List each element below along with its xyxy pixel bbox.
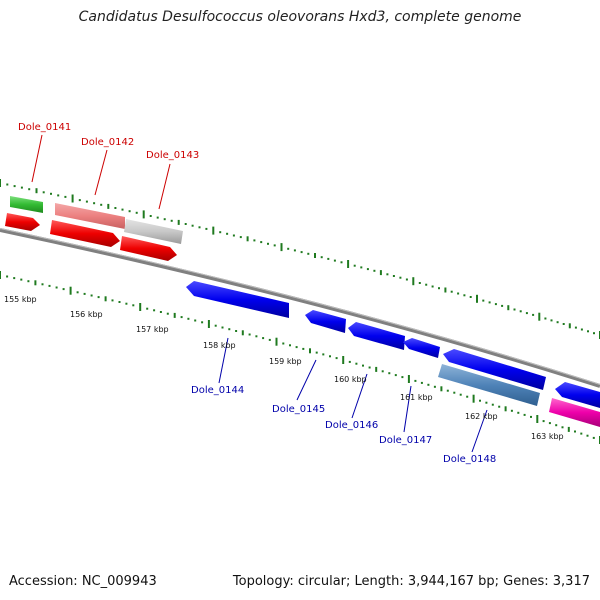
gene-label-dole-0146[interactable]: Dole_0146: [325, 420, 378, 431]
gene-label-dole-0148[interactable]: Dole_0148: [443, 454, 496, 465]
gene-arrow-lower-blue-6[interactable]: [555, 382, 600, 408]
gene-arrow-dole-0142[interactable]: [55, 203, 125, 229]
gene-arrow-dole-0143[interactable]: [124, 219, 183, 244]
genome-title: Candidatus Desulfococcus oleovorans Hxd3…: [78, 9, 522, 25]
gene-label-dole-0141[interactable]: Dole_0141: [18, 122, 71, 133]
gene-label-dole-0144[interactable]: Dole_0144: [191, 385, 244, 396]
scale-label: 156 kbp: [70, 310, 103, 319]
genome-backbone: [0, 228, 600, 388]
scale-label: 161 kbp: [400, 393, 433, 402]
gene-arrow-magenta[interactable]: [549, 398, 600, 427]
scale-label: 163 kbp: [531, 432, 564, 441]
gene-arrow-dole-0144[interactable]: [186, 281, 289, 318]
gene-arrow-upper-red-3[interactable]: [120, 236, 177, 261]
lower-strand-genes: [186, 281, 600, 427]
gene-label-dole-0145[interactable]: Dole_0145: [272, 404, 325, 415]
gene-arrow-dole-0146[interactable]: [348, 322, 405, 350]
gene-arrow-lower-blue-5[interactable]: [443, 349, 546, 390]
gene-label-dole-0147[interactable]: Dole_0147: [379, 435, 432, 446]
scale-label: 162 kbp: [465, 412, 498, 421]
accession-label: Accession: NC_009943: [9, 574, 157, 589]
gene-labels-bottom: Dole_0144 Dole_0145 Dole_0146 Dole_0147 …: [191, 385, 496, 465]
label-leader-lines: [31, 134, 488, 453]
gene-label-dole-0142[interactable]: Dole_0142: [81, 137, 134, 148]
scale-label: 160 kbp: [334, 375, 367, 384]
gene-arrow-upper-red-1[interactable]: [5, 213, 40, 231]
gene-label-dole-0143[interactable]: Dole_0143: [146, 150, 199, 161]
scale-label: 159 kbp: [269, 357, 302, 366]
scale-label: 155 kbp: [4, 295, 37, 304]
gene-arrow-dole-0141[interactable]: [10, 196, 43, 213]
scale-label: 158 kbp: [203, 341, 236, 350]
gene-arrow-dole-0148[interactable]: [438, 364, 540, 406]
genome-info: Topology: circular; Length: 3,944,167 bp…: [232, 574, 590, 589]
scale-labels: 155 kbp 156 kbp 157 kbp 158 kbp 159 kbp …: [4, 295, 564, 441]
upper-strand-genes: [5, 196, 183, 261]
lower-tick-row: [0, 271, 600, 444]
genome-backbone-highlight: [0, 228, 600, 385]
upper-tick-row: [0, 179, 600, 339]
scale-label: 157 kbp: [136, 325, 169, 334]
gene-arrow-upper-red-2[interactable]: [50, 220, 120, 247]
gene-arrow-dole-0147[interactable]: [403, 338, 440, 358]
gene-arrow-dole-0145[interactable]: [305, 310, 346, 333]
gene-labels-top: Dole_0141 Dole_0142 Dole_0143: [18, 122, 199, 161]
